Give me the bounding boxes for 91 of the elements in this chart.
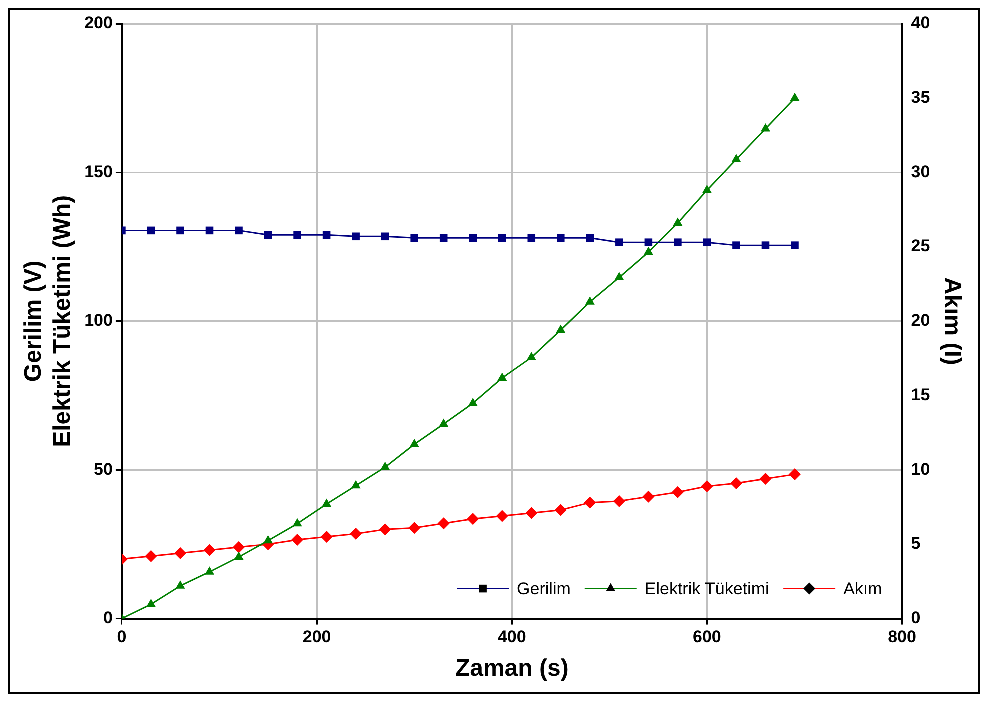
point: [788, 468, 801, 481]
point: [174, 547, 186, 560]
point: [557, 234, 565, 242]
point: [732, 154, 742, 162]
legend-label: Elektrik Tüketimi: [644, 579, 770, 598]
point: [702, 185, 712, 194]
point: [380, 462, 390, 470]
point: [584, 496, 596, 509]
y2-tick-label: 30: [911, 162, 930, 182]
point: [233, 541, 246, 554]
point: [614, 272, 624, 280]
point: [234, 552, 244, 560]
y-tick-label: 100: [84, 311, 113, 330]
point: [352, 232, 360, 241]
point: [408, 522, 421, 534]
point: [730, 477, 742, 490]
legend-label: Akım: [844, 579, 882, 598]
point: [204, 566, 215, 575]
y2-tick-label: 25: [911, 236, 930, 256]
point: [235, 226, 243, 235]
point: [469, 234, 477, 242]
point: [498, 372, 508, 381]
point: [292, 518, 302, 527]
point: [644, 238, 653, 246]
point: [410, 439, 420, 448]
y2-tick-label: 0: [911, 608, 921, 628]
point: [496, 510, 508, 522]
x-axis-title: Zaman (s): [455, 655, 569, 682]
point: [264, 231, 272, 240]
point: [467, 513, 480, 526]
x-tick-label: 0: [117, 628, 127, 647]
legend-label: Gerilim: [517, 579, 571, 598]
point: [642, 490, 655, 503]
point: [616, 238, 624, 246]
y-tick-label: 200: [84, 14, 113, 33]
y-tick-label: 150: [84, 162, 113, 182]
point: [703, 238, 712, 246]
point: [732, 242, 740, 250]
point: [322, 498, 332, 508]
point: [672, 486, 684, 498]
point: [760, 473, 772, 486]
point: [294, 231, 302, 240]
point: [468, 398, 478, 406]
point: [204, 544, 216, 556]
point: [556, 324, 566, 334]
y-axis-title: Gerilim (V) Elektrik Tüketimi (Wh): [20, 195, 76, 448]
x-tick-label: 200: [302, 628, 332, 647]
point: [176, 580, 186, 589]
point: [292, 534, 304, 546]
y2-tick-label: 15: [911, 385, 930, 404]
point: [528, 234, 536, 242]
y-tick-label: 50: [94, 460, 113, 479]
point: [613, 495, 626, 508]
point: [439, 418, 449, 428]
y2-tick-label: 35: [911, 88, 930, 108]
point: [350, 528, 362, 540]
point: [585, 296, 595, 305]
point: [264, 535, 274, 544]
point: [176, 226, 184, 235]
x-tick-label: 800: [888, 628, 916, 647]
point: [526, 507, 538, 520]
point: [791, 242, 799, 250]
point: [381, 232, 390, 241]
point: [145, 550, 158, 562]
point: [379, 524, 392, 536]
point: [320, 531, 333, 544]
y2-tick-label: 40: [911, 14, 930, 33]
point: [586, 234, 594, 242]
point: [410, 234, 418, 242]
point: [674, 238, 682, 246]
x-tick-label: 400: [498, 628, 526, 647]
point: [146, 599, 156, 608]
x-tick-label: 600: [693, 628, 722, 647]
point: [351, 480, 361, 489]
point: [322, 231, 331, 240]
point: [206, 226, 214, 235]
point: [701, 480, 714, 492]
y2-tick-label: 20: [911, 311, 930, 330]
point: [147, 226, 156, 235]
point: [440, 234, 448, 242]
y2-tick-label: 5: [911, 534, 921, 554]
point: [526, 352, 536, 360]
point: [554, 504, 567, 516]
y2-axis-title: Akım (I): [938, 277, 966, 366]
point: [673, 218, 683, 226]
point: [762, 242, 770, 250]
y2-tick-label: 10: [911, 460, 930, 479]
y-tick-label: 0: [103, 608, 113, 628]
point: [498, 234, 506, 242]
point: [438, 518, 450, 530]
point: [644, 246, 654, 256]
